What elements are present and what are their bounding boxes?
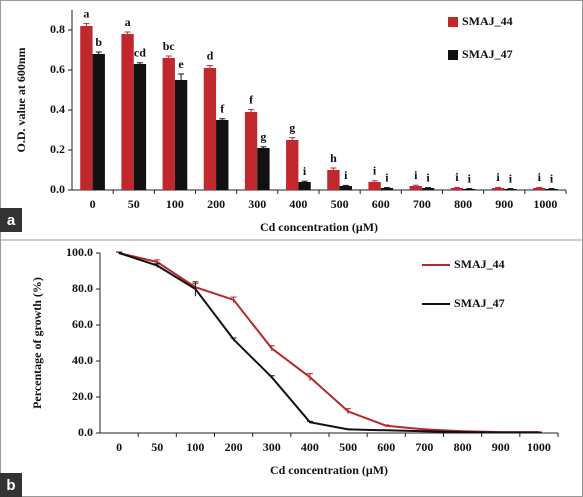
x-tick-label: 500 [331, 197, 349, 211]
significance-letter: g [260, 130, 266, 144]
y-tick-label: 0.6 [50, 62, 65, 76]
y-tick-label: 0.0 [50, 182, 65, 196]
bar [533, 188, 546, 190]
bar [339, 186, 352, 190]
x-tick-label: 700 [415, 440, 433, 454]
significance-letter: i [344, 168, 348, 182]
bar [298, 182, 311, 190]
bar [133, 64, 147, 190]
bar [491, 188, 505, 190]
bar [450, 188, 464, 190]
x-tick-label: 100 [186, 440, 204, 454]
y-tick-label: 60.0 [72, 317, 93, 331]
bar [174, 80, 188, 190]
significance-letter: e [178, 57, 184, 71]
significance-letter: i [373, 164, 377, 178]
bar [257, 148, 270, 190]
significance-letter: i [385, 170, 389, 184]
bar [421, 188, 435, 190]
significance-letter: h [330, 151, 337, 165]
significance-letter: a [83, 6, 89, 20]
x-tick-label: 600 [372, 197, 390, 211]
panel-tag-box [0, 473, 22, 497]
x-axis-title: Cd concentration (μM) [260, 220, 378, 234]
legend-label: SMAJ_47 [462, 47, 513, 61]
bar [92, 54, 105, 190]
significance-letter: i [414, 168, 418, 182]
x-tick-label: 900 [495, 197, 513, 211]
x-tick-label: 0 [90, 197, 96, 211]
y-axis-title: O.D. value at 600nm [14, 47, 28, 152]
y-tick-label: 80.0 [72, 281, 93, 295]
x-tick-label: 1000 [533, 197, 557, 211]
significance-letter: bc [163, 39, 176, 53]
bar [286, 140, 299, 190]
y-tick-label: 0.0 [78, 425, 93, 439]
x-tick-label: 300 [263, 440, 281, 454]
bar [409, 186, 422, 190]
bar [121, 34, 134, 190]
y-tick-label: 20.0 [72, 389, 93, 403]
bar [244, 112, 258, 190]
significance-letter: i [496, 170, 500, 184]
significance-letter: i [509, 171, 513, 185]
legend-label: SMAJ_44 [462, 14, 513, 28]
significance-letter: d [207, 48, 214, 62]
bar [368, 182, 381, 190]
y-tick-label: 0.2 [50, 142, 65, 156]
x-tick-label: 900 [492, 440, 510, 454]
x-axis-title: Cd concentration (μM) [270, 463, 388, 477]
significance-letter: g [289, 120, 295, 134]
significance-letter: cd [134, 46, 146, 60]
bar [80, 26, 93, 190]
bar [504, 189, 517, 190]
significance-letter: i [426, 170, 430, 184]
legend-swatch [448, 17, 458, 27]
x-tick-label: 200 [207, 197, 225, 211]
bar [162, 58, 175, 190]
bar [463, 189, 476, 190]
x-tick-label: 700 [413, 197, 431, 211]
bar [545, 189, 558, 190]
x-tick-label: 600 [377, 440, 395, 454]
y-tick-label: 100.0 [66, 245, 93, 259]
significance-letter: f [249, 92, 254, 106]
significance-letter: i [538, 170, 542, 184]
y-axis-title: Percentage of growth (%) [30, 277, 44, 409]
x-tick-label: 1000 [527, 440, 551, 454]
significance-letter: b [95, 35, 102, 49]
x-tick-label: 0 [116, 440, 122, 454]
bar [380, 188, 394, 190]
significance-letter: i [468, 171, 472, 185]
panel-tag: b [6, 477, 15, 494]
x-tick-label: 400 [289, 197, 307, 211]
significance-letter: a [125, 15, 131, 29]
x-tick-label: 500 [339, 440, 357, 454]
panel-tag: a [7, 212, 16, 229]
y-tick-label: 0.4 [50, 102, 65, 116]
y-tick-label: 40.0 [72, 353, 93, 367]
bar [216, 120, 229, 190]
bar [203, 68, 217, 190]
significance-letter: i [550, 171, 554, 185]
x-tick-label: 300 [248, 197, 266, 211]
bar [327, 170, 340, 190]
significance-letter: i [455, 170, 459, 184]
legend-label: SMAJ_44 [454, 257, 505, 271]
x-tick-label: 100 [166, 197, 184, 211]
line [118, 252, 539, 434]
x-tick-label: 50 [128, 197, 140, 211]
significance-letter: i [303, 164, 307, 178]
x-tick-label: 50 [151, 440, 163, 454]
legend-label: SMAJ_47 [454, 296, 505, 310]
y-tick-label: 0.8 [50, 22, 65, 36]
x-tick-label: 800 [454, 440, 472, 454]
x-tick-label: 800 [454, 197, 472, 211]
legend-swatch [448, 50, 458, 60]
x-tick-label: 200 [225, 440, 243, 454]
panel-tag-box [0, 208, 22, 232]
significance-letter: f [220, 102, 225, 116]
x-tick-label: 400 [301, 440, 319, 454]
